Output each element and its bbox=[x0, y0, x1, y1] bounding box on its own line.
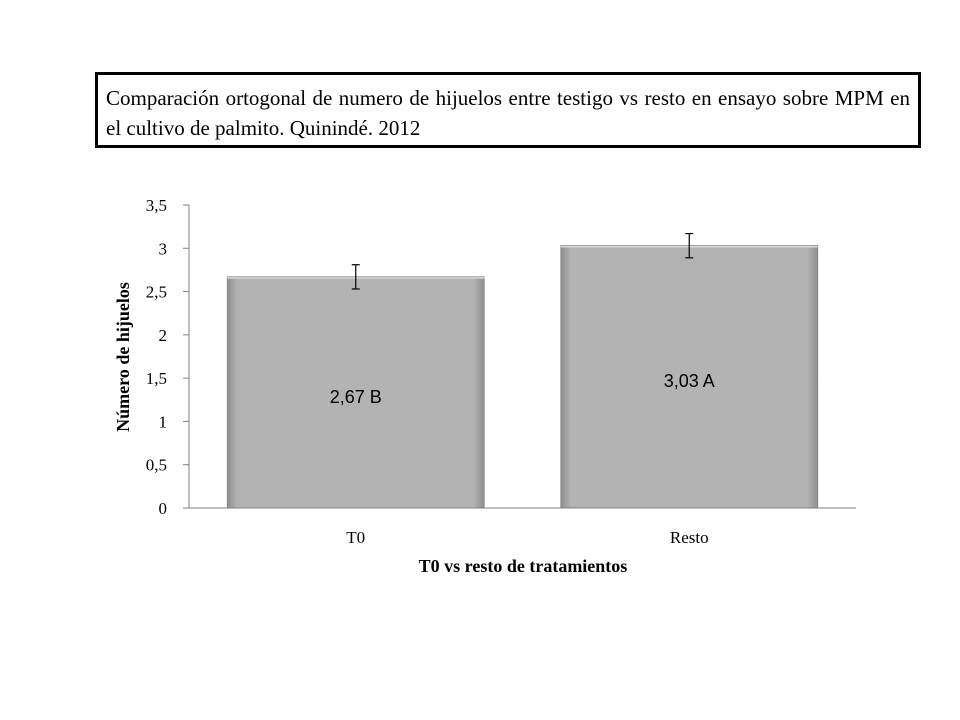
data-labels: 2,67 B 3,03 A bbox=[330, 371, 715, 407]
axes bbox=[188, 205, 856, 509]
bar-resto bbox=[560, 245, 819, 509]
data-label: 2,67 B bbox=[330, 387, 382, 407]
chart-title: Comparación ortogonal de numero de hijue… bbox=[95, 72, 921, 148]
data-label: 3,03 A bbox=[664, 371, 715, 391]
x-axis-title: T0 vs resto de tratamientos bbox=[419, 556, 628, 576]
y-tick-label: 0 bbox=[159, 499, 168, 518]
x-ticks: T0 Resto bbox=[346, 528, 708, 547]
y-tick-label: 3,5 bbox=[146, 196, 167, 215]
x-tick-label: Resto bbox=[670, 528, 709, 547]
error-bars bbox=[351, 232, 694, 290]
y-tick-label: 2 bbox=[159, 326, 168, 345]
y-tick-label: 3 bbox=[159, 239, 168, 258]
y-axis-title: Número de hijuelos bbox=[113, 282, 133, 432]
y-tick-label: 1,5 bbox=[146, 369, 167, 388]
bars bbox=[226, 245, 819, 509]
y-tick-label: 2,5 bbox=[146, 283, 167, 302]
y-tick-label: 0,5 bbox=[146, 456, 167, 475]
y-ticks: 0 0,5 1 1,5 2 2,5 3 3,5 bbox=[146, 196, 189, 518]
y-tick-label: 1 bbox=[159, 412, 168, 431]
x-tick-label: T0 bbox=[346, 528, 365, 547]
bar-t0 bbox=[226, 276, 485, 509]
